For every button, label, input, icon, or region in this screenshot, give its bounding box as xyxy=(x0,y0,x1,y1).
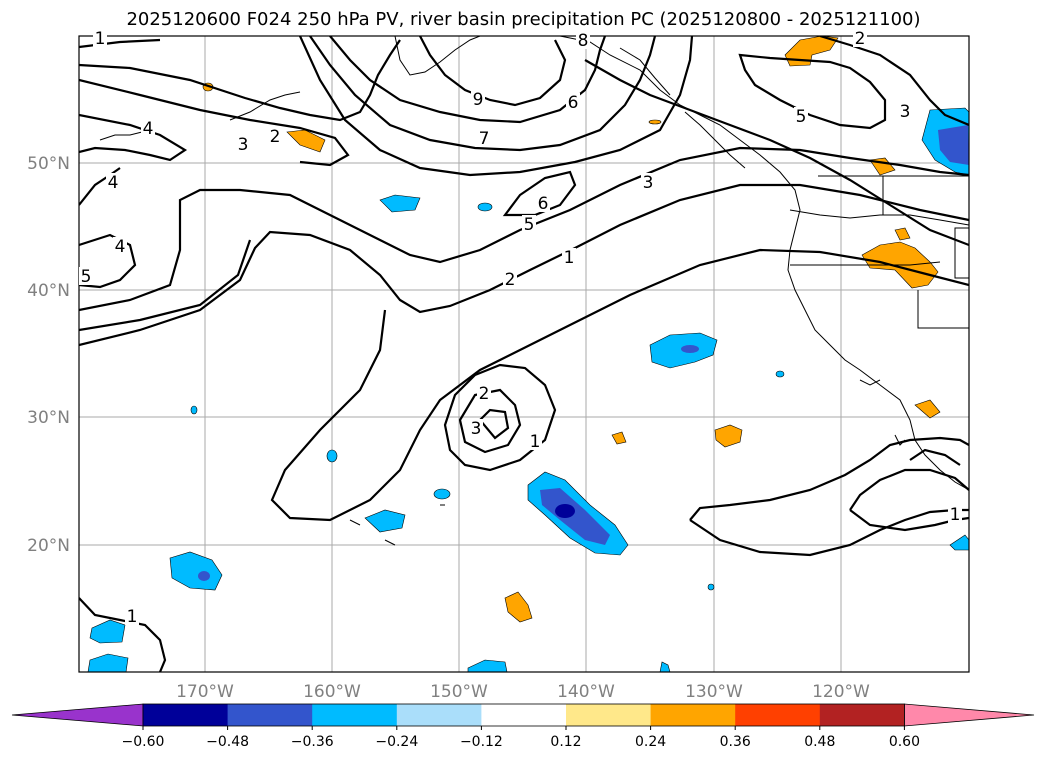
lon-label-130w: 130°W xyxy=(685,682,743,702)
pv-contour-label-bg xyxy=(106,173,120,191)
colorbar-tick-label: −0.36 xyxy=(291,734,334,750)
pv-contour-label: 9 xyxy=(473,90,484,110)
pv-contour-label-bg xyxy=(641,173,655,191)
pv-contour-label-bg xyxy=(141,119,155,137)
pv-contour-label-bg xyxy=(268,127,282,145)
lon-label-160w: 160°W xyxy=(303,682,361,702)
colorbar-segment xyxy=(481,704,567,726)
pv-contour-label: 1 xyxy=(530,432,541,452)
map-background xyxy=(79,36,969,672)
pv-contour-label: 1 xyxy=(950,505,961,525)
pv-contour-label-bg xyxy=(503,270,517,288)
pv-contour-label: 2 xyxy=(855,29,866,49)
pv-contour-label: 4 xyxy=(108,173,119,193)
colorbar-tick-label: 0.60 xyxy=(889,734,920,750)
lat-label-50n: 50°N xyxy=(27,154,70,174)
pv-contour-label: 4 xyxy=(143,119,154,139)
colorbar-segment xyxy=(735,704,821,726)
pv-contour-label: 1 xyxy=(95,29,106,49)
pv-contour-label: 6 xyxy=(538,194,549,214)
colorbar xyxy=(11,703,1035,727)
pv-contour-label-bg xyxy=(113,237,127,255)
pv-contour-label: 3 xyxy=(900,102,911,122)
pv-contour-label: 4 xyxy=(115,237,126,257)
pv-contour-label-bg xyxy=(79,267,93,285)
pv-contour-label: 8 xyxy=(578,31,589,51)
map-title: 2025120600 F024 250 hPa PV, river basin … xyxy=(126,9,921,30)
colorbar-tick-labels: −0.60 −0.48 −0.36 −0.24 −0.12 0.12 0.24 0.36 0.4… xyxy=(122,726,920,750)
pv-contour-label: 3 xyxy=(238,135,249,155)
colorbar-tick-label: 0.48 xyxy=(804,734,835,750)
pv-contour-label: 6 xyxy=(568,93,579,113)
lon-label-120w: 120°W xyxy=(812,682,870,702)
colorbar-segment xyxy=(143,704,229,726)
colorbar-segment xyxy=(650,704,736,726)
colorbar-tick-label: −0.60 xyxy=(122,734,165,750)
colorbar-tick-label: −0.48 xyxy=(206,734,249,750)
pv-contour-label-bg xyxy=(948,505,962,523)
pv-contour-label: 3 xyxy=(643,173,654,193)
pv-contour-label: 7 xyxy=(479,129,490,149)
pv-contour-label: 1 xyxy=(127,607,138,627)
pv-contour-label-bg xyxy=(528,432,542,450)
pv-contour-label-bg xyxy=(469,419,483,437)
pv-contour-label-bg xyxy=(536,194,550,212)
lat-label-40n: 40°N xyxy=(27,281,70,301)
pv-contour-label: 5 xyxy=(81,267,92,287)
pv-contour-label-bg xyxy=(566,93,580,111)
colorbar-tick-label: 0.24 xyxy=(635,734,666,750)
pv-contour-label-bg xyxy=(562,248,576,266)
pv-contour-label-bg xyxy=(125,607,139,625)
lat-label-30n: 30°N xyxy=(27,408,70,428)
colorbar-extend-high xyxy=(904,703,1035,727)
lon-label-140w: 140°W xyxy=(557,682,615,702)
pv-contour-label-bg xyxy=(471,90,485,108)
precip-anomaly-shading xyxy=(87,36,969,672)
pv-contours xyxy=(79,36,969,672)
colorbar-segment xyxy=(312,704,398,726)
pv-contour-label-bg xyxy=(477,384,491,402)
lat-label-20n: 20°N xyxy=(27,536,70,556)
pv-contour-label-bg xyxy=(522,215,536,233)
longitude-labels: 170°W 160°W 150°W 140°W 130°W 120°W xyxy=(176,682,870,702)
pv-contour-label-bg xyxy=(93,29,107,47)
pv-contour-label: 5 xyxy=(796,107,807,127)
lon-label-170w: 170°W xyxy=(176,682,234,702)
map-border xyxy=(78,35,970,673)
colorbar-tick-label: 0.12 xyxy=(550,734,581,750)
colorbar-segment xyxy=(227,704,313,726)
colorbar-tick-label: −0.12 xyxy=(460,734,503,750)
colorbar-segment xyxy=(819,704,905,726)
pv-contour-label-bg xyxy=(794,107,808,125)
pv-contour-label: 2 xyxy=(479,384,490,404)
colorbar-extend-low xyxy=(11,703,144,727)
pv-contour-label: 2 xyxy=(270,127,281,147)
colorbar-tick-label: 0.36 xyxy=(720,734,751,750)
colorbar-segment xyxy=(566,704,652,726)
pv-contour-label-bg xyxy=(898,102,912,120)
pv-contour-label-bg xyxy=(576,31,590,49)
lon-label-150w: 150°W xyxy=(430,682,488,702)
pv-contour-label: 3 xyxy=(471,419,482,439)
pv-contour-label: 2 xyxy=(505,270,516,290)
colorbar-tick-label: −0.24 xyxy=(375,734,418,750)
colorbar-outline xyxy=(142,703,905,727)
pv-contour-label: 5 xyxy=(524,215,535,235)
pv-contour-label-bg xyxy=(853,29,867,47)
pv-contour-label-bg xyxy=(236,135,250,153)
colorbar-segment xyxy=(396,704,482,726)
pv-contour-label-bg xyxy=(477,129,491,147)
latitude-labels: 50°N 40°N 30°N 20°N xyxy=(27,154,70,556)
pv-contour-label: 1 xyxy=(564,248,575,268)
